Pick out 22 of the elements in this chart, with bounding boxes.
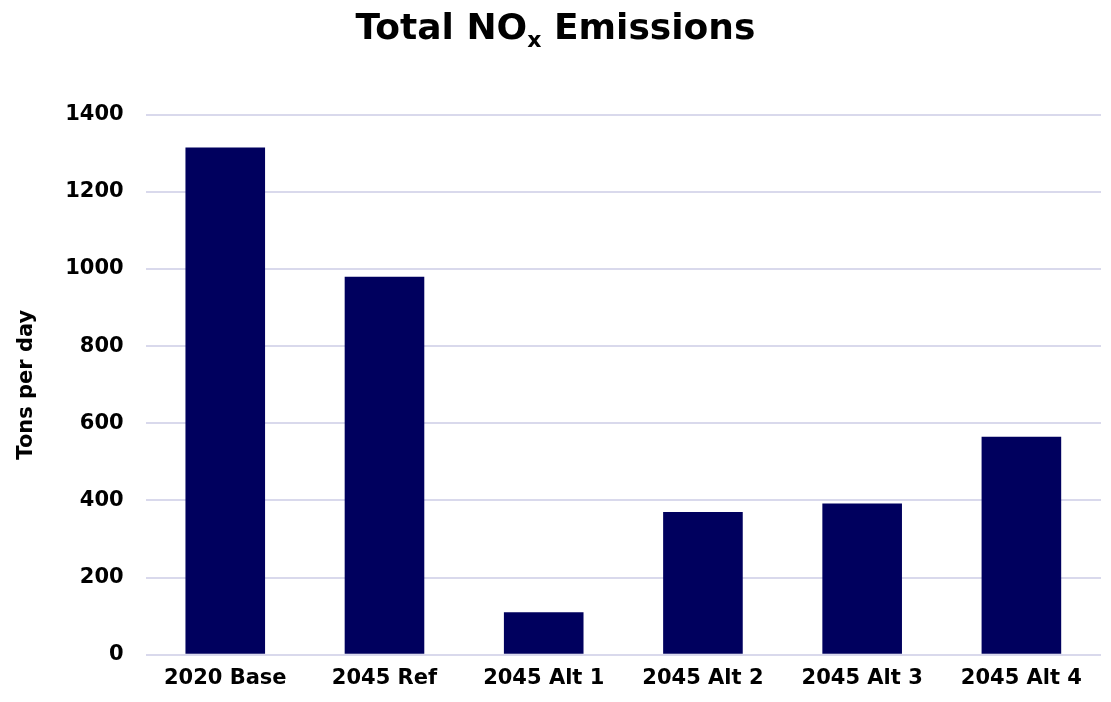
y-tick-label: 400 <box>79 486 124 511</box>
x-tick-label: 2045 Alt 4 <box>960 664 1082 689</box>
y-tick-label: 600 <box>79 409 124 434</box>
y-tick-label: 0 <box>109 641 124 666</box>
bar <box>344 276 425 654</box>
bar <box>822 503 902 654</box>
y-tick-label: 800 <box>79 332 124 357</box>
chart-title: Total NO$_{x}$ Emissions <box>354 6 757 53</box>
y-tick-label: 200 <box>79 564 124 589</box>
bar <box>503 612 584 654</box>
x-tick-label: 2045 Alt 1 <box>483 664 605 689</box>
bar <box>663 512 743 654</box>
y-tick-label: 1400 <box>65 101 124 126</box>
x-tick-label: 2045 Ref <box>331 664 438 689</box>
y-tick-label: 1000 <box>65 255 124 280</box>
y-tick-label: 1200 <box>65 178 124 203</box>
bar <box>981 436 1062 654</box>
x-tick-label: 2020 Base <box>163 664 287 689</box>
y-axis-title: Tons per day <box>13 309 38 460</box>
bar <box>185 147 266 654</box>
x-tick-label: 2045 Alt 2 <box>642 664 764 689</box>
x-tick-label: 2045 Alt 3 <box>801 664 923 689</box>
